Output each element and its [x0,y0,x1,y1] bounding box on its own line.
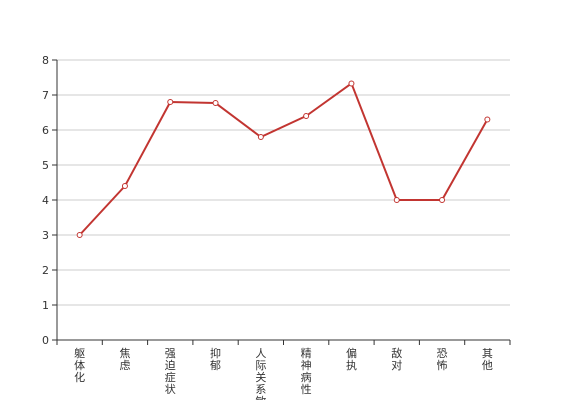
data-point[interactable] [393,197,400,203]
data-point[interactable] [76,232,83,238]
x-category-label: 偏执 [346,346,357,372]
data-point[interactable] [484,116,491,123]
y-tick-label: 7 [42,89,49,102]
grid-lines [57,59,510,306]
y-tick-label: 5 [42,159,49,172]
data-point[interactable] [348,80,355,87]
y-tick-label: 3 [42,229,49,242]
x-category-label: 躯体化 [74,347,85,384]
y-tick-label: 1 [42,299,49,312]
y-tick-label: 4 [42,194,49,207]
series-layer [76,80,491,238]
data-point[interactable] [121,183,128,189]
data-point[interactable] [439,197,446,203]
data-point[interactable] [257,134,264,140]
x-axis-category-labels: 躯体化 焦虑 强迫症状 抑郁 人际关系敏感 精神病性 偏执 敌对 恐怖 其他 [74,346,493,400]
y-tick-label: 8 [42,54,49,67]
y-tick-label: 0 [42,334,49,347]
y-tick-label: 2 [42,264,49,277]
x-category-label: 其他 [482,347,493,372]
axes [52,59,511,345]
x-category-label: 敌对 [391,346,402,372]
series-line [78,82,489,236]
data-point[interactable] [212,100,219,107]
x-category-label: 抑郁 [210,346,221,372]
data-point[interactable] [167,99,174,105]
x-category-label: 人际关系敏感 [255,347,266,400]
x-category-label: 精神病性 [301,347,312,396]
y-axis-tick-labels: 0 1 2 3 4 5 6 7 8 [42,54,49,347]
x-category-label: 焦虑 [119,347,130,372]
x-category-label: 恐怖 [437,347,448,372]
y-tick-label: 6 [42,124,49,137]
x-category-label: 强迫症状 [165,347,176,396]
data-point[interactable] [303,113,310,119]
